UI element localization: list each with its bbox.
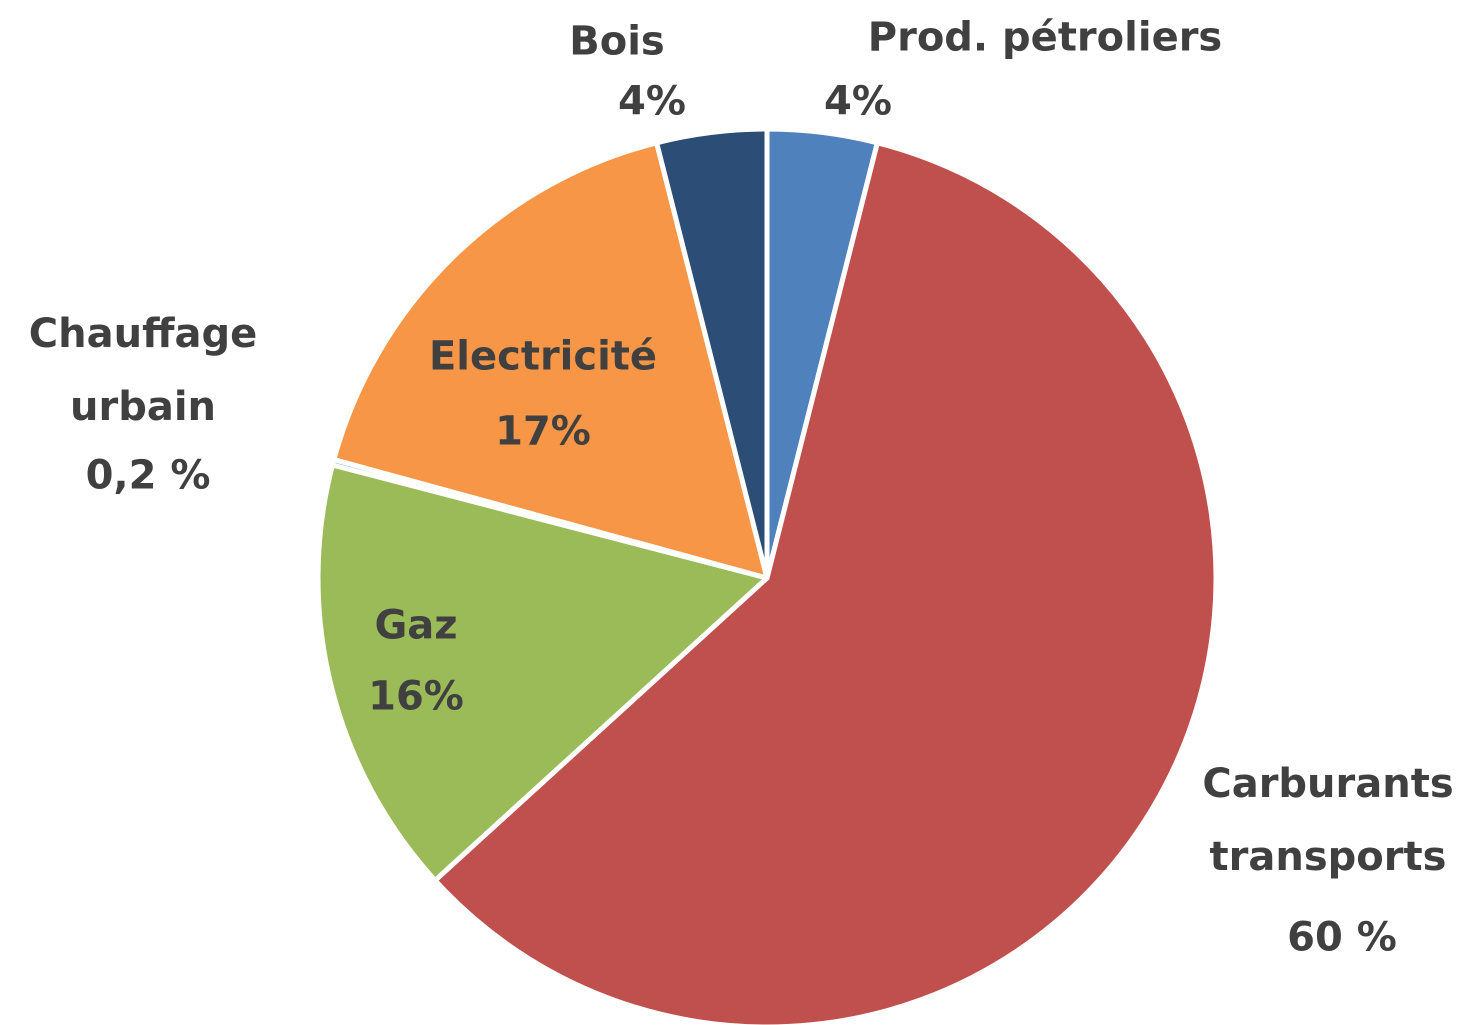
slice-label: Prod. pétroliers <box>867 14 1223 61</box>
pie-slice <box>315 462 770 883</box>
value-label: 4% <box>618 78 686 125</box>
value-label: 0,2 % <box>85 452 211 499</box>
value-label: 16% <box>368 673 464 720</box>
pie-slice <box>432 140 1219 1025</box>
slice-label: Electricité <box>428 333 658 380</box>
value-label: 4% <box>824 78 892 125</box>
slice-label: Gaz <box>374 602 458 649</box>
value-label: 17% <box>495 408 591 455</box>
slice-label: Chauffage urbain <box>28 311 258 430</box>
pie-slice <box>654 126 770 581</box>
slice-label: Carburants transports <box>1202 761 1454 880</box>
value-label: 60 % <box>1287 914 1397 961</box>
slice-label: Bois <box>569 18 665 65</box>
pie-slice <box>331 140 770 581</box>
